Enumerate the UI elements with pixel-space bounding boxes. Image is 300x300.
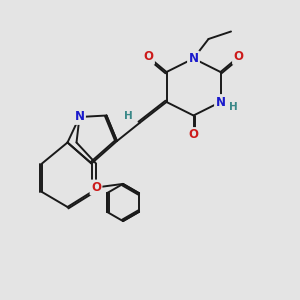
- Text: O: O: [91, 181, 101, 194]
- Text: N: N: [74, 110, 85, 124]
- Text: H: H: [124, 111, 133, 122]
- Text: O: O: [233, 50, 244, 64]
- Text: N: N: [188, 52, 199, 65]
- Text: O: O: [143, 50, 154, 64]
- Text: O: O: [188, 128, 199, 142]
- Text: H: H: [229, 102, 238, 112]
- Text: N: N: [215, 95, 226, 109]
